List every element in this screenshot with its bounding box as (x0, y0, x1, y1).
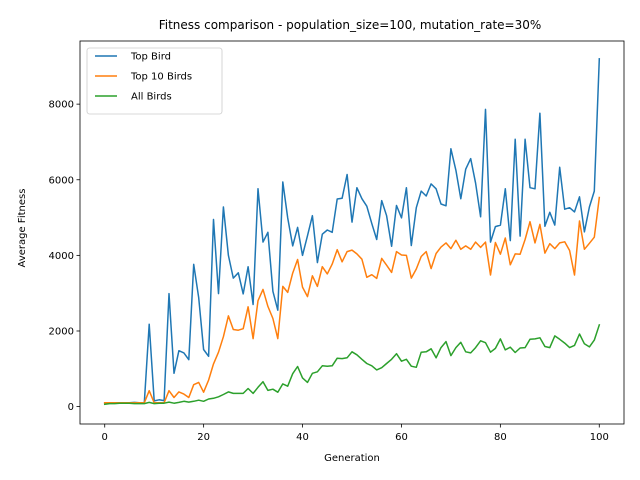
x-axis-label: Generation (324, 453, 380, 464)
x-tick-label: 20 (197, 432, 210, 443)
x-tick-label: 100 (590, 432, 609, 443)
y-tick-label: 0 (68, 402, 74, 413)
legend-box (86, 47, 223, 115)
x-tick-label: 80 (494, 432, 507, 443)
x-tick-label: 40 (296, 432, 309, 443)
series-line-1 (103, 58, 601, 404)
x-tick-label: 0 (102, 432, 108, 443)
series-line-3 (103, 323, 601, 406)
x-tick-label: 60 (395, 432, 408, 443)
y-tick-label: 8000 (49, 100, 74, 111)
series-line-2 (103, 196, 601, 404)
axes: 0 20 40 60 80 100 0 2000 4000 6000 8000 (49, 40, 625, 443)
y-tick-label: 6000 (49, 175, 74, 186)
legend: Top Bird Top 10 Birds All Birds (86, 47, 223, 115)
y-tick-label: 4000 (49, 251, 74, 262)
plot-lines (103, 58, 601, 406)
legend-label-3: All Birds (131, 92, 172, 103)
y-axis-label: Average Fitness (17, 189, 28, 268)
chart-title: Fitness comparison - population_size=100… (159, 18, 542, 32)
plot-frame (79, 40, 625, 425)
legend-label-1: Top Bird (130, 52, 171, 63)
y-tick-label: 2000 (49, 326, 74, 337)
legend-label-2: Top 10 Birds (130, 72, 192, 83)
